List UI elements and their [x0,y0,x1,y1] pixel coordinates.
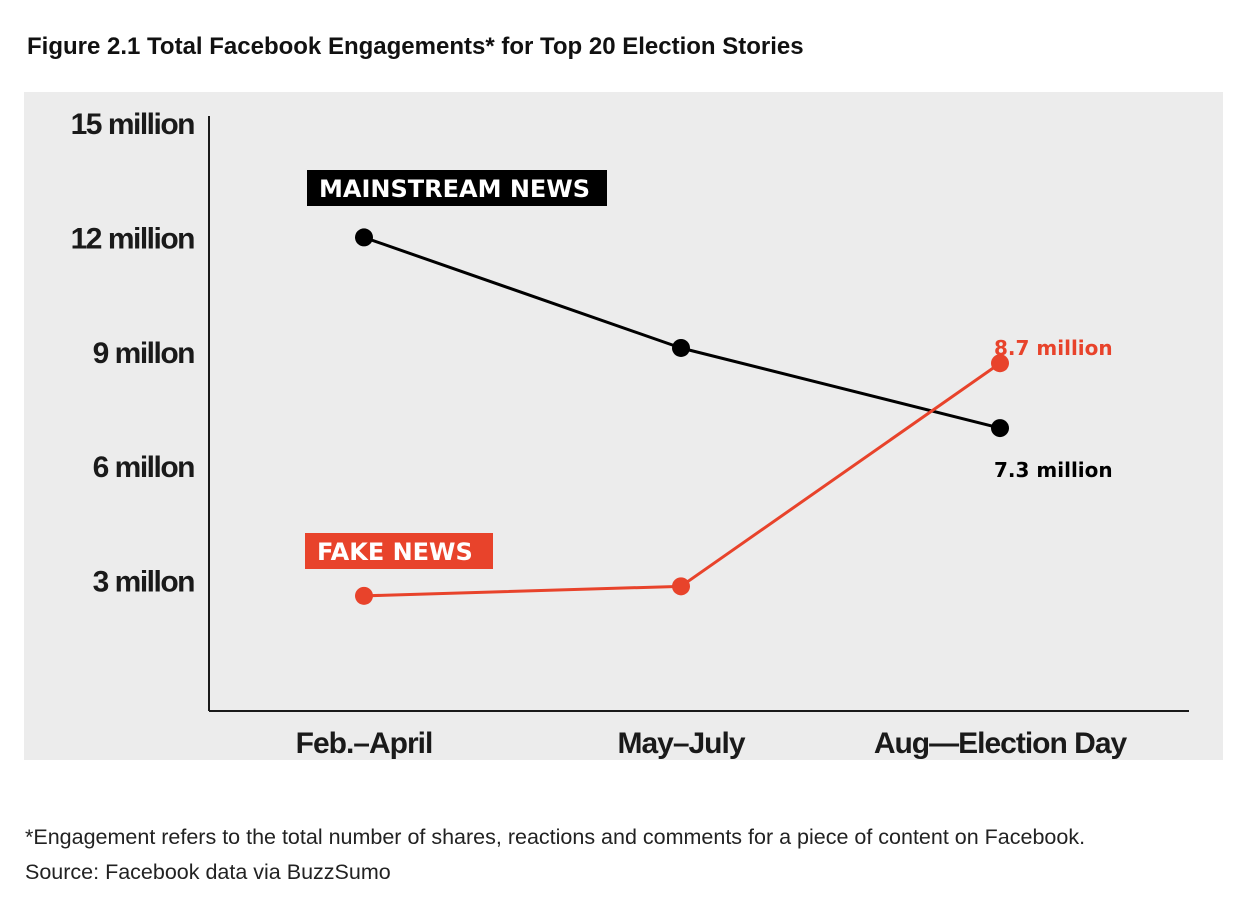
x-tick-label: Feb.–April [296,727,433,760]
x-tick-label: Aug—Election Day [874,727,1128,760]
series-line-0 [363,235,1001,430]
data-point-0-0 [355,228,373,247]
y-tick-label: 9 millon [93,337,195,370]
chart-panel: 15 million 12 million 9 millon 6 millon 3 mi… [24,92,1223,760]
y-tick-label: 15 million [71,108,195,141]
series-labels: MAINSTREAM NEWS FAKE NEWS 7.3 million 8.7 m… [305,170,1113,569]
footnote: *Engagement refers to the total number o… [25,825,1086,849]
end-value-label-1: 8.7 million [994,336,1113,360]
axes [208,116,1189,712]
series-name-box-0 [307,170,607,206]
series-points [355,228,1009,605]
data-point-1-0 [355,586,373,605]
figure-title: Figure 2.1 Total Facebook Engagements* f… [27,33,804,60]
y-tick-label: 6 millon [93,451,195,484]
series-name-box-1 [305,533,493,569]
data-point-0-1 [672,338,690,357]
source-note: Source: Facebook data via BuzzSumo [25,860,391,884]
footnotes: *Engagement refers to the total number o… [25,820,1085,890]
y-tick-label: 3 millon [93,566,195,599]
data-point-1-1 [672,577,690,596]
y-tick-label: 12 million [71,222,195,255]
series-name-label-0: MAINSTREAM NEWS [319,175,590,203]
data-point-1-2 [991,354,1009,373]
data-point-0-2 [991,419,1009,438]
series-name-label-1: FAKE NEWS [317,538,473,566]
y-tick-labels: 15 million 12 million 9 millon 6 millon 3 mi… [71,108,196,599]
end-value-label-0: 7.3 million [994,458,1113,482]
x-tick-label: May–July [617,727,745,760]
x-tick-labels: Feb.–April May–July Aug—Election Day [296,727,1129,760]
line-chart: 15 million 12 million 9 millon 6 millon 3 mi… [71,108,1189,760]
